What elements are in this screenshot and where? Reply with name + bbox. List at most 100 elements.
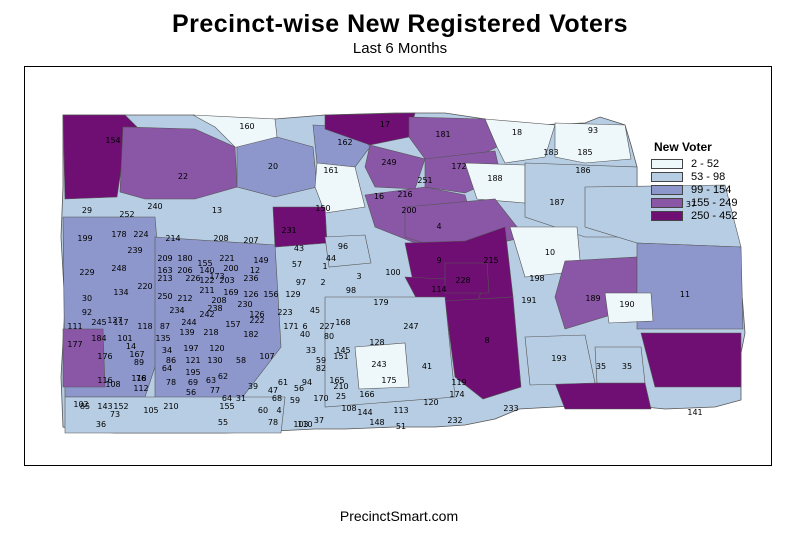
precinct-label: 56 xyxy=(186,388,196,397)
precinct-label: 127 xyxy=(107,316,122,325)
precinct-label: 245 xyxy=(91,318,106,327)
precinct-label: 16 xyxy=(374,192,384,201)
precinct-label: 43 xyxy=(294,244,304,253)
legend-swatch xyxy=(651,171,683,182)
precinct-label: 98 xyxy=(346,286,356,295)
precinct-label: 80 xyxy=(324,332,334,341)
precinct-label: 3 xyxy=(356,272,361,281)
precinct-18 xyxy=(484,118,556,164)
precinct-22 xyxy=(119,126,238,200)
precinct-label: 78 xyxy=(268,418,278,427)
precinct-label: 120 xyxy=(209,344,224,353)
precinct-label: 210 xyxy=(333,382,348,391)
precinct-label: 41 xyxy=(422,362,432,371)
legend-item: 99 - 154 xyxy=(651,183,771,196)
precinct-label: 233 xyxy=(503,404,518,413)
precinct-label: 135 xyxy=(155,334,170,343)
precinct-label: 120 xyxy=(423,398,438,407)
precinct-label: 244 xyxy=(181,318,196,327)
precinct-label: 62 xyxy=(218,372,228,381)
precinct-label: 150 xyxy=(315,204,330,213)
precinct-33 xyxy=(554,382,652,410)
precinct-label: 126 xyxy=(249,310,264,319)
precinct-label: 176 xyxy=(97,352,112,361)
precinct-south-block xyxy=(64,396,286,434)
precinct-label: 73 xyxy=(110,410,120,419)
precinct-label: 56 xyxy=(294,384,304,393)
precinct-label: 121 xyxy=(185,356,200,365)
precinct-label: 126 xyxy=(243,290,258,299)
precinct-label: 47 xyxy=(268,386,278,395)
precinct-label: 208 xyxy=(213,234,228,243)
precinct-label: 45 xyxy=(310,306,320,315)
legend-label: 53 - 98 xyxy=(691,170,726,183)
precinct-243 xyxy=(354,342,410,390)
map-frame: 160 17 181 18 93 154 162 183 185 161 20 … xyxy=(24,66,772,524)
precinct-label: 169 xyxy=(223,288,238,297)
precinct-label: 226 xyxy=(185,274,200,283)
precinct-label: 77 xyxy=(210,386,220,395)
precinct-label: 229 xyxy=(79,268,94,277)
precinct-label: 11 xyxy=(680,290,690,299)
precinct-label: 173 xyxy=(209,272,224,281)
precinct-label: 218 xyxy=(203,328,218,337)
precinct-label: 220 xyxy=(137,282,152,291)
precinct-label: 87 xyxy=(160,322,170,331)
precinct-label: 177 xyxy=(67,340,82,349)
precinct-label: 213 xyxy=(157,274,172,283)
precinct-label: 103 xyxy=(293,420,308,429)
precinct-label: 85 xyxy=(80,402,90,411)
precinct-label: 4 xyxy=(276,406,281,415)
precinct-label: 59 xyxy=(290,396,300,405)
precinct-label: 44 xyxy=(326,254,336,263)
precinct-17 xyxy=(324,112,416,146)
precinct-label: 51 xyxy=(396,422,406,431)
precinct-label: 10 xyxy=(545,248,555,257)
precinct-label: 68 xyxy=(272,394,282,403)
precinct-label: 230 xyxy=(237,300,252,309)
precinct-label: 236 xyxy=(243,274,258,283)
precinct-label: 97 xyxy=(296,278,306,287)
legend-swatch xyxy=(651,210,683,221)
precinct-label: 63 xyxy=(206,376,216,385)
precinct-label: 117 xyxy=(113,318,128,327)
credit-text: PrecinctSmart.com xyxy=(339,508,459,524)
precinct-label: 114 xyxy=(431,285,446,294)
precinct-label: 18 xyxy=(512,128,522,137)
precinct-label: 174 xyxy=(449,390,464,399)
precinct-label: 247 xyxy=(403,322,418,331)
precinct-label: 31 xyxy=(236,394,246,403)
precinct-label: 37 xyxy=(314,416,324,425)
precinct-label: 40 xyxy=(300,330,310,339)
legend-item: 2 - 52 xyxy=(651,157,771,170)
precinct-label: 122 xyxy=(199,276,214,285)
precinct-label: 154 xyxy=(105,136,120,145)
precinct-label: 215 xyxy=(483,256,498,265)
precinct-label: 144 xyxy=(357,408,372,417)
precinct-label: 195 xyxy=(185,368,200,377)
precinct-label: 243 xyxy=(371,360,386,369)
precinct-label: 145 xyxy=(335,346,350,355)
precinct-249 xyxy=(364,144,426,190)
precinct-label: 107 xyxy=(259,352,274,361)
precinct-label: 17 xyxy=(380,120,390,129)
precinct-label: 59 xyxy=(316,356,326,365)
precinct-label: 167 xyxy=(129,350,144,359)
precinct-label: 185 xyxy=(577,148,592,157)
precinct-label: 76 xyxy=(136,374,146,383)
precinct-label: 182 xyxy=(243,330,258,339)
precinct-label: 242 xyxy=(199,310,214,319)
precinct-label: 168 xyxy=(335,318,350,327)
precinct-label: 82 xyxy=(316,364,326,373)
precinct-label: 156 xyxy=(263,290,278,299)
precinct-label: 170 xyxy=(313,394,328,403)
precinct-label: 57 xyxy=(292,260,302,269)
precinct-label: 190 xyxy=(619,300,634,309)
legend-swatch xyxy=(651,158,683,169)
legend-title: New Voter xyxy=(654,140,712,154)
precinct-label: 1 xyxy=(322,262,327,271)
precinct-label: 250 xyxy=(157,292,172,301)
precinct-label: 232 xyxy=(447,416,462,425)
precinct-label: 60 xyxy=(258,406,268,415)
precinct-96 xyxy=(324,234,372,268)
